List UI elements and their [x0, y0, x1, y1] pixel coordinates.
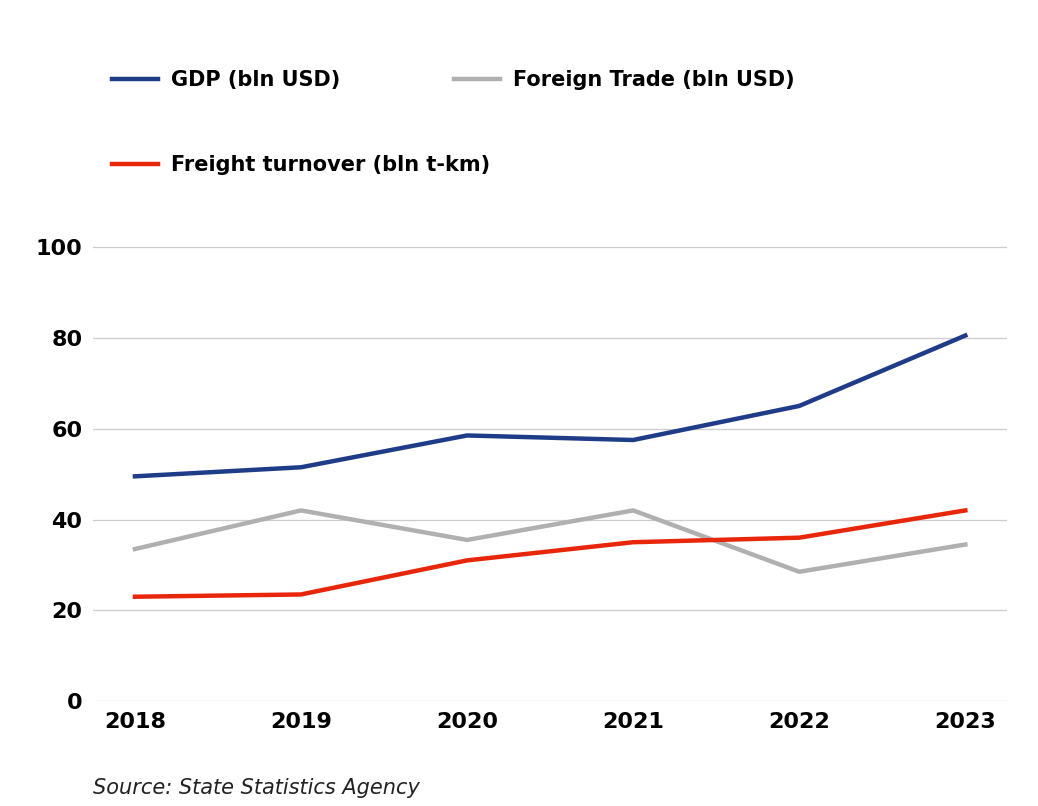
Legend: Freight turnover (bln t-km): Freight turnover (bln t-km)	[104, 147, 498, 184]
Text: Source: State Statistics Agency: Source: State Statistics Agency	[93, 778, 420, 798]
